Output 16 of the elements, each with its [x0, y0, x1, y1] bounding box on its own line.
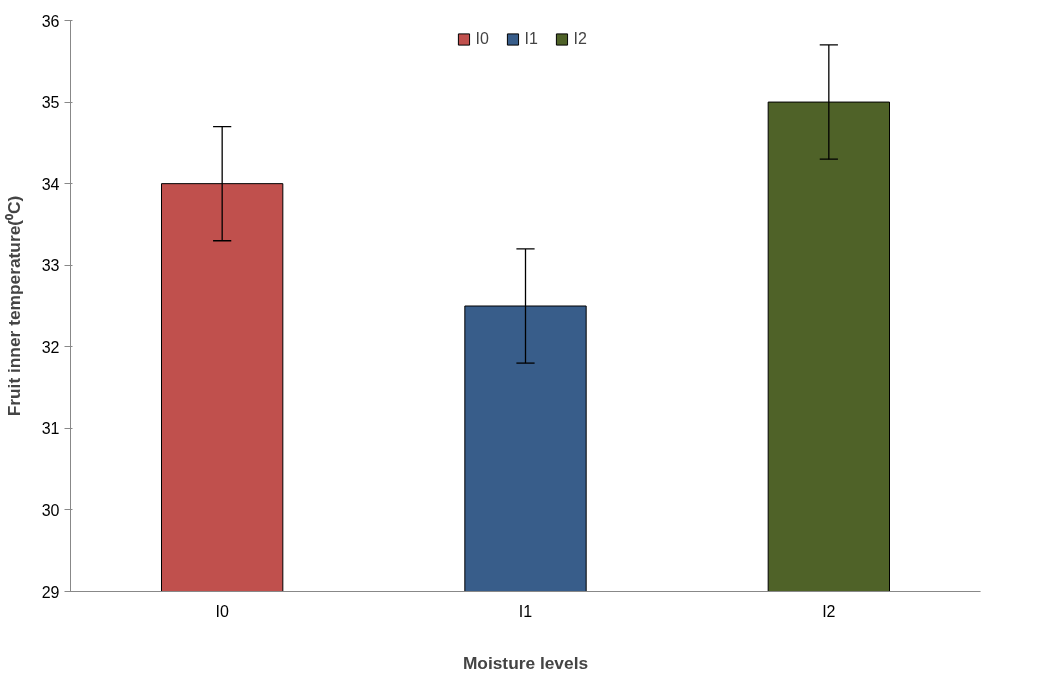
x-axis-title: Moisture levels: [462, 652, 589, 673]
y-axis-title: Fruit inner temperature(⁰C): [3, 195, 24, 417]
x-tick-label: I0: [215, 602, 229, 620]
y-tick-label: 36: [41, 12, 60, 30]
y-tick-label: 31: [41, 420, 60, 438]
legend-label: I2: [573, 30, 588, 48]
y-tick-label: 35: [41, 94, 60, 112]
legend-label: I0: [475, 30, 490, 48]
x-tick-label: I1: [518, 602, 533, 620]
y-tick-label: 33: [41, 257, 60, 275]
y-tick-label: 32: [41, 338, 60, 356]
y-tick-label: 34: [41, 175, 60, 193]
x-tick-label: I2: [822, 602, 836, 620]
legend-label: I1: [524, 30, 539, 48]
y-tick-label: 30: [41, 501, 60, 519]
y-tick-label: 29: [41, 583, 60, 601]
